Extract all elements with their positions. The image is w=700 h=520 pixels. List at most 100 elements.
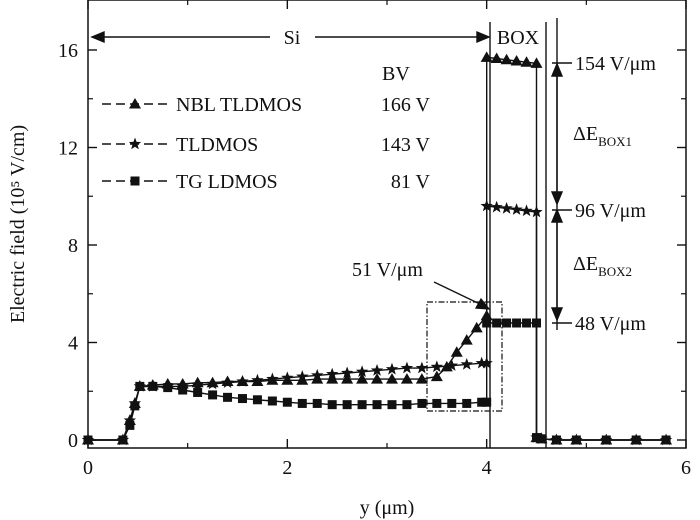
data-point xyxy=(470,321,483,333)
data-point xyxy=(661,435,671,445)
data-point xyxy=(571,435,581,445)
value-51-arrow xyxy=(433,281,491,310)
legend-entry: TLDMOS 143 V xyxy=(102,134,431,156)
legend-entry: TG LDMOS 81 V xyxy=(102,171,431,193)
legend-marker xyxy=(128,137,142,150)
legend-entry: NBL TLDMOS 166 V xyxy=(102,94,431,116)
data-point xyxy=(631,435,641,445)
data-point xyxy=(312,398,322,408)
data-point xyxy=(372,400,382,410)
data-point xyxy=(490,52,503,64)
data-point xyxy=(385,373,398,384)
legend-label: TLDMOS xyxy=(176,134,258,156)
data-point xyxy=(327,400,337,410)
data-point xyxy=(282,397,292,407)
data-point xyxy=(237,394,247,404)
y-tick-label: 12 xyxy=(58,138,78,160)
data-point xyxy=(475,356,488,369)
data-point xyxy=(480,51,493,62)
legend-header: BV xyxy=(382,63,410,85)
data-point xyxy=(530,205,543,218)
data-point xyxy=(482,318,492,328)
dE1-arrow-bottom xyxy=(550,191,564,206)
highlight-box xyxy=(426,301,503,412)
data-point xyxy=(191,378,204,391)
data-point xyxy=(480,199,493,212)
y-tick-label: 8 xyxy=(68,235,78,257)
data-point xyxy=(221,376,234,388)
value-51: 51 V/μm xyxy=(352,259,423,281)
data-point xyxy=(400,373,413,384)
y-tick-label: 16 xyxy=(58,40,78,62)
data-point xyxy=(500,53,513,65)
data-point xyxy=(447,398,457,408)
data-point xyxy=(430,360,444,373)
legend-marker xyxy=(129,98,141,109)
data-point xyxy=(130,401,140,411)
data-point xyxy=(432,398,442,408)
data-point xyxy=(520,204,533,217)
y-tick-labels: 0 4 8 12 16 xyxy=(58,40,78,452)
data-point xyxy=(208,390,218,400)
si-label: Si xyxy=(284,27,301,49)
legend-label: TG LDMOS xyxy=(176,171,278,193)
data-point xyxy=(123,414,137,426)
data-point xyxy=(206,377,219,390)
si-arrow-right-head xyxy=(476,30,491,44)
data-point xyxy=(340,366,354,379)
data-point xyxy=(510,203,523,215)
data-point xyxy=(492,318,502,328)
data-point xyxy=(326,373,339,384)
data-point xyxy=(266,372,279,385)
legend-bv: 143 V xyxy=(381,134,431,156)
data-point xyxy=(236,375,249,387)
axis-ticks xyxy=(87,0,687,448)
value-leaders xyxy=(552,62,572,324)
x-tick-label: 6 xyxy=(681,457,691,479)
data-point xyxy=(387,400,397,410)
data-point xyxy=(296,370,309,382)
si-arrow-left-head xyxy=(90,30,105,44)
data-point xyxy=(251,373,264,386)
data-point xyxy=(341,373,354,384)
data-point xyxy=(296,374,309,385)
data-point xyxy=(223,392,233,402)
data-point xyxy=(532,433,541,443)
box-label: BOX xyxy=(497,27,540,49)
value-48: 48 V/μm xyxy=(575,313,646,335)
legend-marker xyxy=(130,176,140,186)
delta-e-box1: ΔEBOX1 xyxy=(573,123,632,149)
data-point xyxy=(490,200,503,213)
data-point xyxy=(252,395,262,405)
data-point xyxy=(357,400,367,410)
series-tg-ldmos xyxy=(83,318,671,445)
data-point xyxy=(532,318,541,328)
data-point xyxy=(551,435,561,445)
dE1-arrow-top xyxy=(550,62,564,77)
data-point xyxy=(326,367,339,380)
data-point xyxy=(118,435,128,445)
data-point xyxy=(193,387,203,397)
data-point xyxy=(135,381,145,391)
data-point xyxy=(355,365,369,378)
data-point xyxy=(430,370,443,382)
series-layer xyxy=(81,51,673,446)
y-tick-label: 4 xyxy=(68,333,78,355)
data-point xyxy=(502,318,512,328)
data-point xyxy=(311,368,324,381)
data-point xyxy=(311,373,324,384)
data-point xyxy=(522,318,532,328)
x-tick-labels: 0 2 4 6 xyxy=(83,457,691,479)
data-point xyxy=(512,318,522,328)
data-point xyxy=(415,373,428,384)
data-point xyxy=(83,435,93,445)
data-point xyxy=(510,54,523,66)
data-point xyxy=(477,397,487,407)
delta-e-box2: ΔEBOX2 xyxy=(573,253,632,279)
legend-label: NBL TLDMOS xyxy=(176,94,302,116)
y-tick-label: 0 xyxy=(68,430,78,452)
data-point xyxy=(460,357,473,370)
data-point xyxy=(400,361,414,374)
data-point xyxy=(163,383,173,393)
